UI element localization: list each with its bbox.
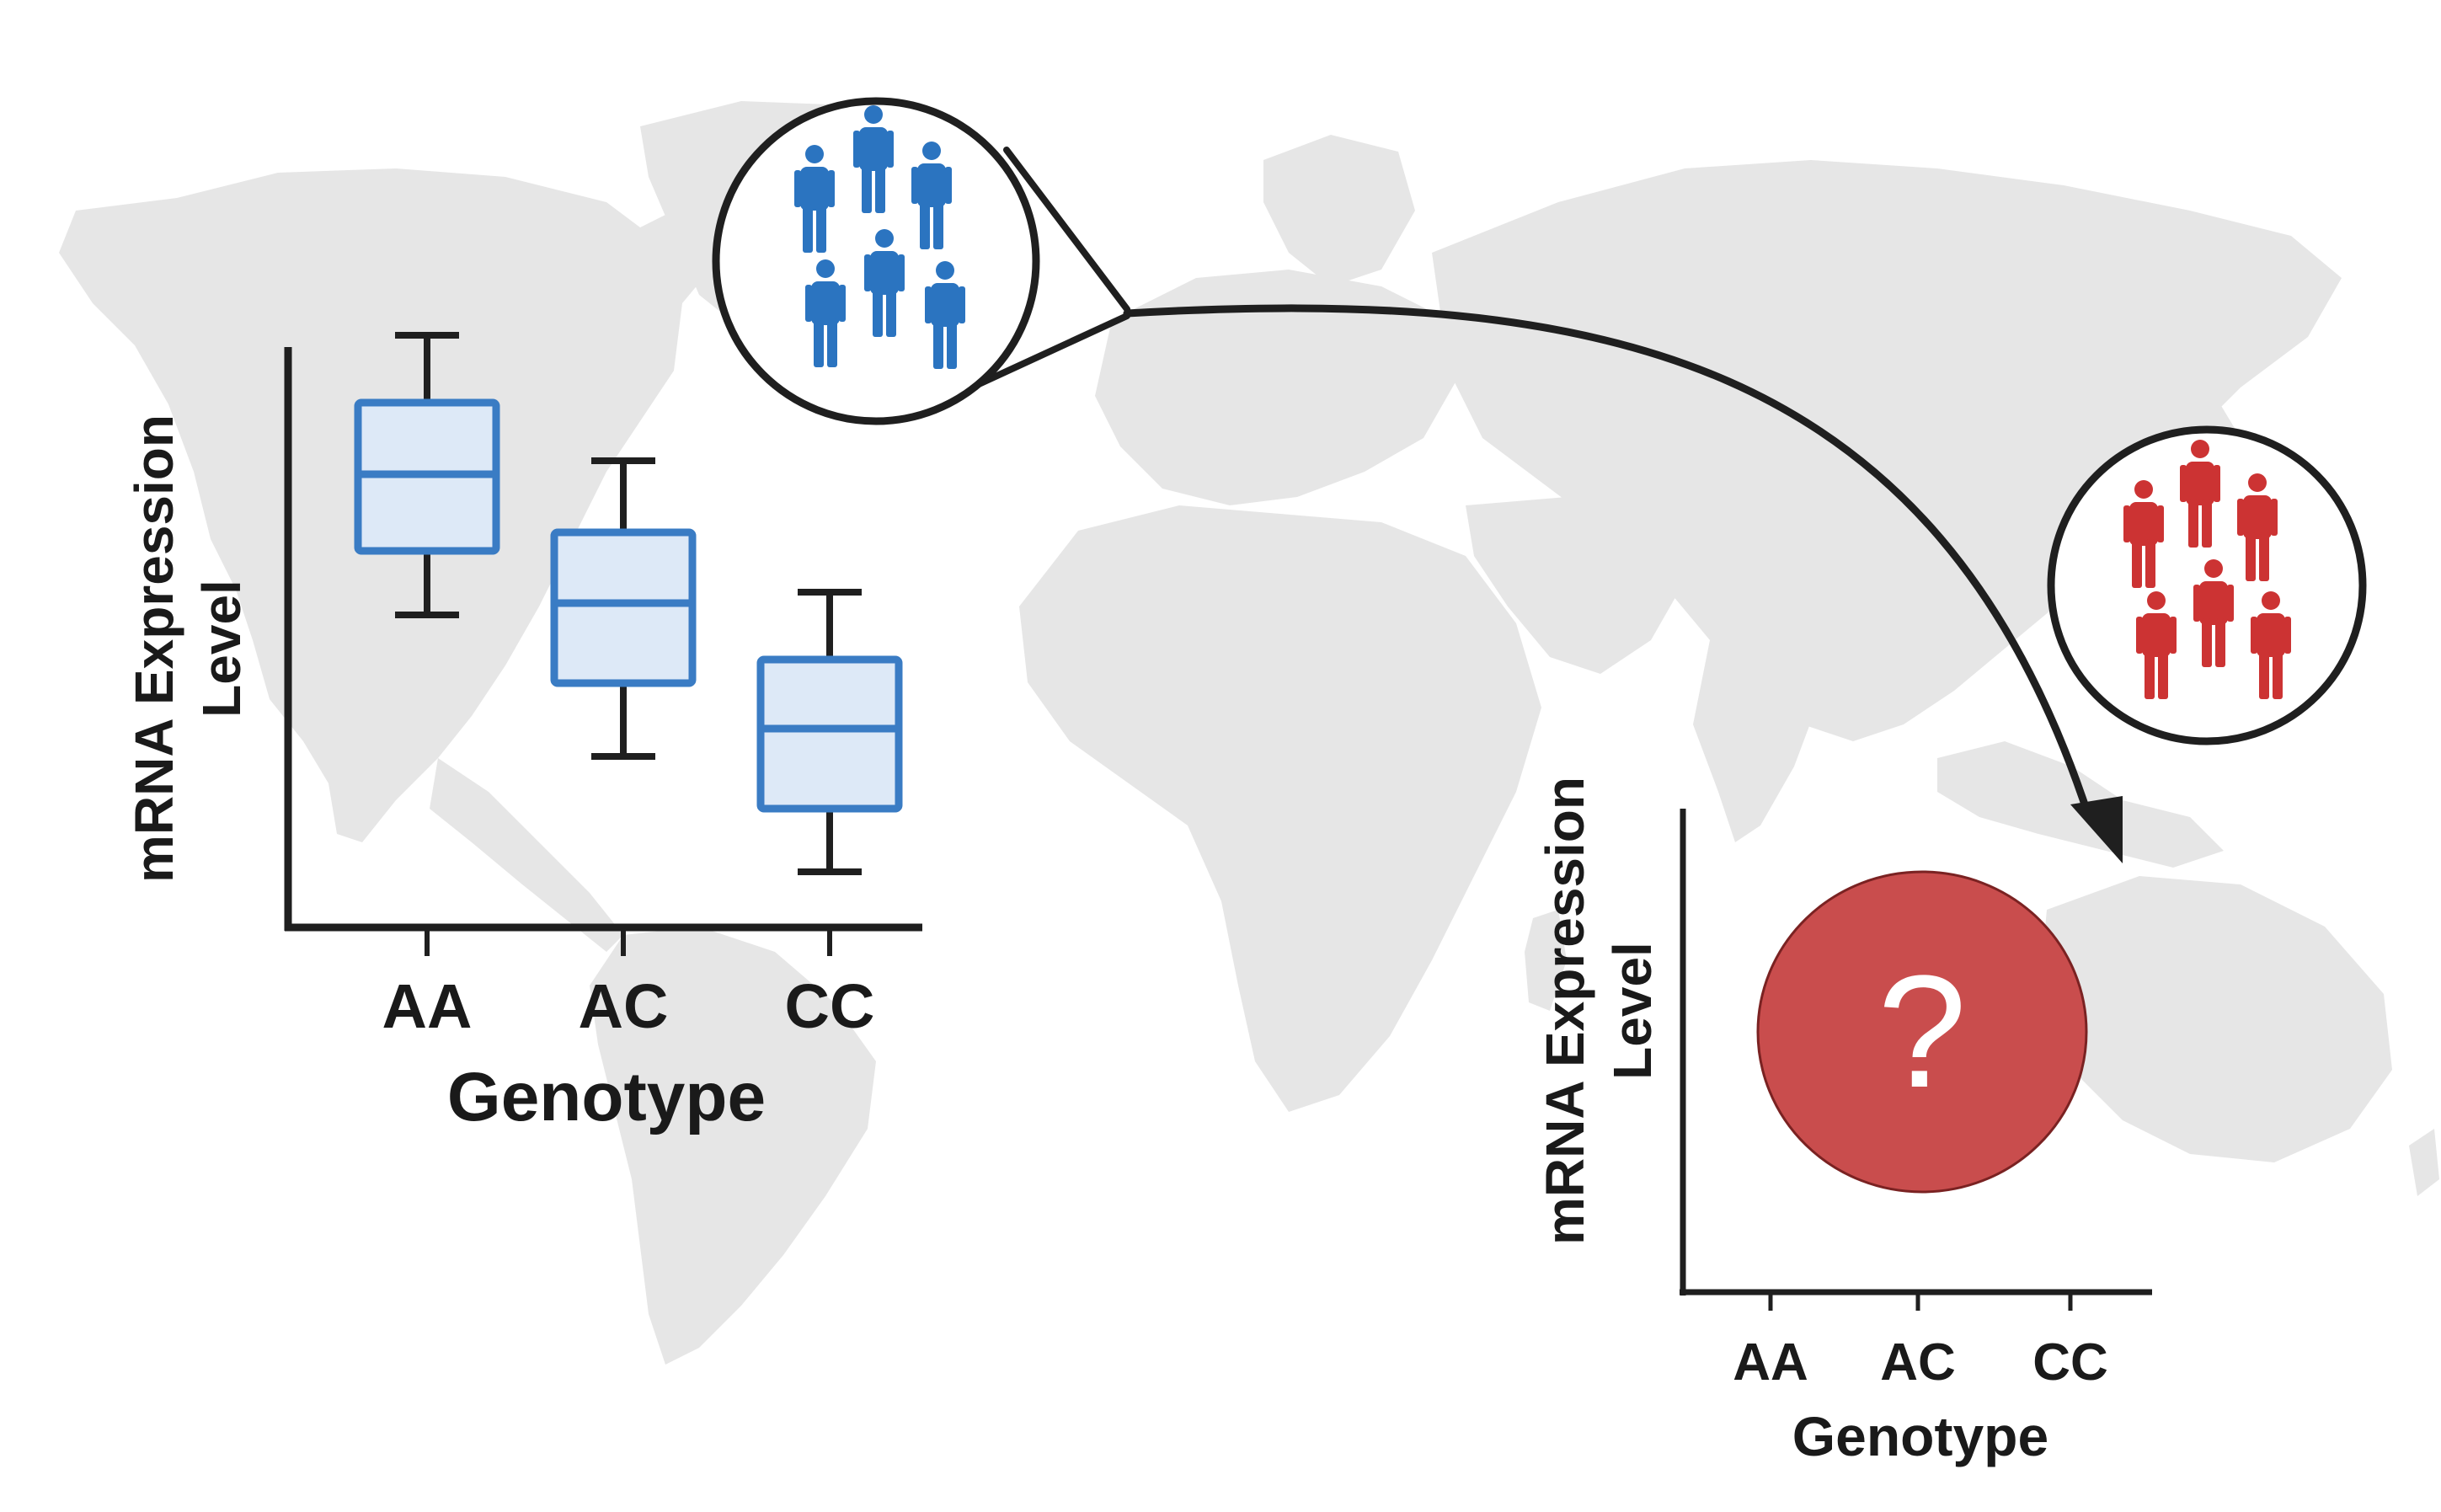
left-x-tick-label: AC — [579, 971, 669, 1041]
right-unknown-chart: mRNA Expression Level ? AA AC CC Genotype — [1535, 777, 2152, 1467]
right-x-tick-label: AC — [1880, 1333, 1956, 1392]
left-x-tick-label: CC — [785, 971, 875, 1041]
left-x-axis-label: Genotype — [447, 1059, 766, 1135]
unknown-expression-circle — [1756, 870, 2088, 1194]
box-iqr — [550, 528, 697, 687]
continent-africa — [1019, 505, 1541, 1112]
person-icon — [2193, 559, 2234, 667]
person-icon — [911, 142, 952, 249]
left-y-axis-label-line2: Level — [191, 580, 252, 718]
person-icon — [2237, 473, 2278, 581]
region-india — [1693, 640, 1819, 842]
question-mark: ? — [1877, 943, 1967, 1121]
migration-arrow-path — [1123, 304, 2093, 821]
person-icon — [794, 145, 835, 253]
continent-south-america — [590, 927, 876, 1365]
box-plot — [550, 457, 697, 760]
people-group-icon — [794, 105, 965, 369]
person-icon — [2251, 591, 2291, 699]
right-y-axis-label-line2: Level — [1602, 942, 1663, 1080]
curved-arrow-icon — [1123, 304, 2123, 863]
person-icon — [864, 229, 905, 337]
box-plot — [756, 589, 903, 875]
right-x-tick-label: AA — [1733, 1333, 1808, 1392]
continent-central-america — [430, 758, 623, 952]
person-icon — [805, 259, 846, 367]
target-population-callout — [2047, 425, 2367, 745]
box-iqr — [756, 655, 903, 813]
left-boxplot-chart: mRNA Expression Level AA AC CC Genotype — [124, 332, 922, 1135]
person-icon — [925, 261, 965, 369]
right-x-axis-label: Genotype — [1792, 1405, 2048, 1467]
right-x-tick-label: CC — [2032, 1333, 2108, 1392]
left-y-axis-label-line1: mRNA Expression — [124, 414, 184, 883]
person-icon — [2123, 480, 2164, 588]
continent-asia — [1432, 160, 2342, 741]
person-icon — [2136, 591, 2177, 699]
box-plot — [354, 332, 500, 618]
right-y-axis-label-line1: mRNA Expression — [1535, 777, 1595, 1245]
left-x-tick-label: AA — [382, 971, 473, 1041]
island-new-zealand — [2409, 1129, 2439, 1196]
people-group-icon — [2123, 440, 2291, 699]
source-population-callout — [712, 97, 1130, 425]
world-map-background — [59, 101, 2439, 1365]
continent-europe — [1095, 270, 1457, 505]
person-icon — [2180, 440, 2220, 548]
continent-australia — [2038, 876, 2392, 1162]
migration-arrowhead — [2070, 796, 2123, 863]
callout-line-upper — [1003, 147, 1130, 313]
continent-scandinavia — [1263, 135, 1415, 286]
person-icon — [853, 105, 894, 213]
island-madagascar — [1525, 910, 1567, 1011]
